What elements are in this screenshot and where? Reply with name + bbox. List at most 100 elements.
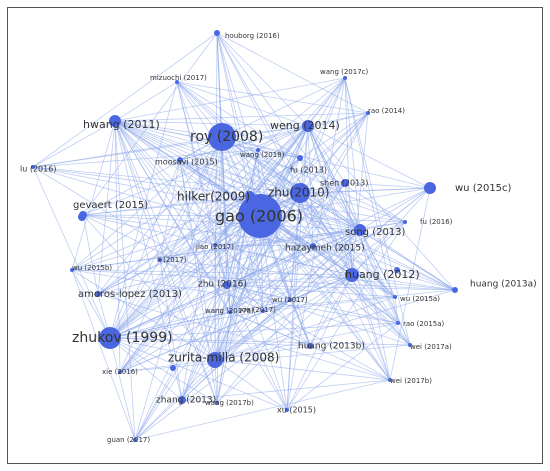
node-label: wang (2017b) [205, 399, 254, 407]
node-label: moosavi (2015) [155, 158, 218, 167]
node-label: houborg (2016) [225, 32, 280, 40]
edge [82, 214, 99, 295]
node [408, 343, 412, 347]
edge [262, 310, 311, 347]
edge [119, 136, 223, 373]
node-label: fu (2013) [290, 166, 327, 175]
edge [97, 136, 223, 295]
edge [82, 32, 218, 216]
node-label: wu (2015b) [72, 264, 112, 272]
edge [259, 215, 288, 411]
node [393, 295, 397, 299]
node [158, 258, 162, 262]
node-label: roy (2008) [190, 129, 263, 145]
node [70, 268, 74, 272]
edge [216, 274, 353, 404]
node-label: li (2017) [157, 256, 187, 264]
edge [71, 149, 259, 271]
node-label: weng (2014) [270, 119, 340, 132]
edge [32, 125, 309, 168]
edge [262, 112, 369, 312]
edge [97, 229, 361, 295]
edge [344, 77, 361, 231]
node-label: wei (2017b) [390, 377, 432, 385]
node [343, 76, 347, 80]
edge [159, 259, 218, 404]
edge [114, 120, 264, 312]
edge [109, 337, 136, 441]
edge [214, 310, 264, 361]
node [341, 179, 349, 187]
node [228, 310, 232, 314]
edge [119, 344, 411, 373]
node [302, 120, 314, 132]
edge [307, 125, 396, 298]
node [396, 321, 400, 325]
edge [109, 337, 183, 401]
node-label: rao (2014) [368, 107, 405, 115]
node-label: huang (2013b) [298, 342, 365, 352]
edge [32, 32, 218, 168]
edge [109, 195, 251, 339]
edge [259, 215, 456, 291]
edge [176, 81, 301, 159]
edge [259, 215, 311, 347]
edge [216, 32, 251, 197]
edge [221, 136, 396, 298]
edge [134, 284, 228, 441]
node-label: wu (2015c) [455, 183, 512, 194]
node [207, 352, 223, 368]
edge [134, 192, 301, 441]
node-label: mizuochi (2017) [150, 74, 207, 82]
node [394, 267, 400, 273]
node [177, 157, 183, 163]
edge [226, 187, 431, 286]
edge [119, 215, 261, 373]
edge [119, 284, 228, 373]
edge [307, 125, 346, 184]
edge [214, 359, 288, 411]
edge [119, 157, 301, 373]
edge [97, 195, 251, 295]
edge [82, 214, 361, 231]
node-label: zhang (2013) [156, 396, 216, 406]
node-label: shen (2013) [320, 179, 368, 188]
edge [181, 229, 361, 401]
edge [286, 125, 309, 411]
edge [97, 120, 116, 295]
edge [71, 269, 353, 276]
edge [109, 337, 216, 361]
edge [71, 120, 116, 271]
edge [181, 136, 223, 401]
node-label: wu (2017) [272, 296, 308, 304]
node [345, 268, 359, 282]
edge [114, 120, 456, 291]
edge [181, 379, 391, 401]
edge [71, 136, 223, 271]
node [256, 148, 260, 152]
edge [32, 120, 116, 168]
labels: houborg (2016) mizuochi (2017) wang (2017c… [20, 32, 537, 444]
node-label: huang (2013a) [470, 280, 537, 290]
node-label: wei (2017a) [410, 343, 452, 351]
node [208, 123, 236, 151]
edge [249, 195, 456, 291]
edge [71, 269, 136, 441]
edge [114, 120, 291, 301]
edge [119, 125, 309, 373]
node-label: xie (2016) [102, 368, 138, 376]
edge [226, 284, 391, 381]
edges [32, 32, 456, 441]
edge [259, 215, 396, 298]
node [175, 80, 179, 84]
edge [32, 166, 361, 231]
edge [299, 192, 399, 324]
edge [351, 274, 391, 381]
edge [351, 274, 399, 324]
edge [221, 136, 391, 381]
edge [289, 187, 431, 301]
edge [97, 125, 309, 295]
edge [214, 359, 391, 381]
edge [214, 136, 223, 246]
edge [221, 136, 411, 346]
